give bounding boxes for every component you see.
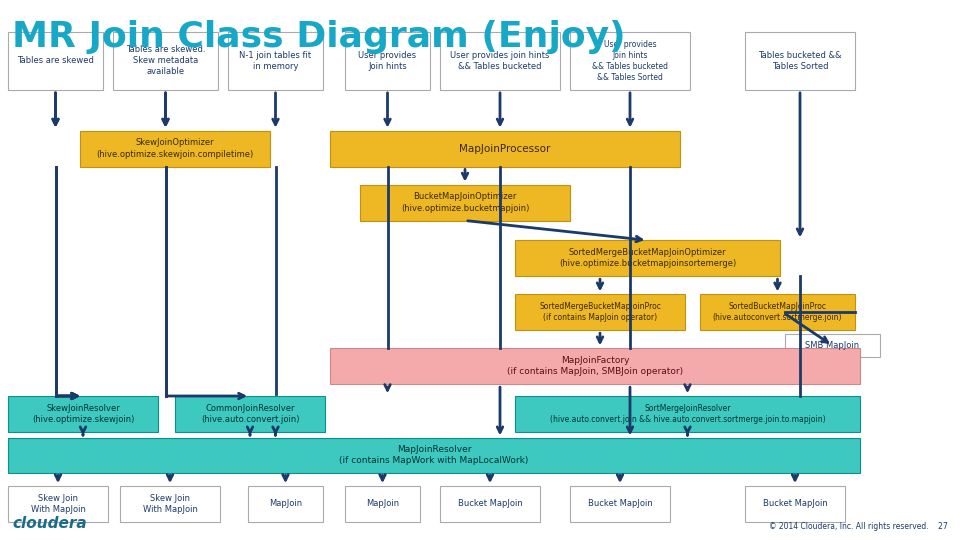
Text: MR Join Class Diagram (Enjoy): MR Join Class Diagram (Enjoy): [12, 20, 626, 54]
FancyBboxPatch shape: [515, 396, 860, 432]
Text: MapJoinFactory
(if contains MapJoin, SMBJoin operator): MapJoinFactory (if contains MapJoin, SMB…: [507, 356, 684, 376]
Text: Tables are skewed.
Skew metadata
available: Tables are skewed. Skew metadata availab…: [126, 45, 205, 76]
Text: MapJoinProcessor: MapJoinProcessor: [459, 144, 551, 153]
Text: Skew Join
With MapJoin: Skew Join With MapJoin: [143, 494, 198, 514]
FancyBboxPatch shape: [515, 294, 685, 330]
FancyBboxPatch shape: [330, 131, 680, 166]
FancyBboxPatch shape: [785, 334, 880, 357]
Text: SortedMergeBucketMapJoinProc
(if contains MapJoin operator): SortedMergeBucketMapJoinProc (if contain…: [540, 302, 660, 322]
Text: Bucket MapJoin: Bucket MapJoin: [762, 500, 828, 509]
Text: Bucket MapJoin: Bucket MapJoin: [458, 500, 522, 509]
FancyBboxPatch shape: [8, 396, 158, 432]
Text: SkewJoinResolver
(hive.optimize.skewjoin): SkewJoinResolver (hive.optimize.skewjoin…: [32, 404, 134, 424]
Text: SkewJoinOptimizer
(hive.optimize.skewjoin.compiletime): SkewJoinOptimizer (hive.optimize.skewjoi…: [96, 138, 253, 159]
FancyBboxPatch shape: [440, 486, 540, 522]
FancyBboxPatch shape: [8, 31, 103, 90]
Text: User provides
Join hints: User provides Join hints: [358, 51, 417, 71]
FancyBboxPatch shape: [8, 438, 860, 472]
Text: © 2014 Cloudera, Inc. All rights reserved.    27: © 2014 Cloudera, Inc. All rights reserve…: [769, 522, 948, 531]
Text: Skew Join
With MapJoin: Skew Join With MapJoin: [31, 494, 85, 514]
Text: Bucket MapJoin: Bucket MapJoin: [588, 500, 653, 509]
Text: SMB MapJoin: SMB MapJoin: [805, 341, 859, 350]
Text: cloudera: cloudera: [12, 516, 86, 531]
FancyBboxPatch shape: [248, 486, 323, 522]
FancyBboxPatch shape: [345, 31, 430, 90]
Text: User provides
Join hints
&& Tables bucketed
&& Tables Sorted: User provides Join hints && Tables bucke…: [592, 39, 668, 82]
FancyBboxPatch shape: [515, 240, 780, 276]
Text: MapJoinResolver
(if contains MapWork with MapLocalWork): MapJoinResolver (if contains MapWork wit…: [339, 446, 529, 465]
Text: Tables bucketed &&
Tables Sorted: Tables bucketed && Tables Sorted: [758, 51, 842, 71]
FancyBboxPatch shape: [570, 31, 690, 90]
FancyBboxPatch shape: [570, 486, 670, 522]
Text: User provides join hints
&& Tables bucketed: User provides join hints && Tables bucke…: [450, 51, 550, 71]
Text: SortedBucketMapJoinProc
(hive.autoconvert.sortmerge.join): SortedBucketMapJoinProc (hive.autoconver…: [712, 302, 842, 322]
FancyBboxPatch shape: [175, 396, 325, 432]
FancyBboxPatch shape: [330, 348, 860, 384]
FancyBboxPatch shape: [345, 486, 420, 522]
FancyBboxPatch shape: [228, 31, 323, 90]
FancyBboxPatch shape: [80, 131, 270, 166]
Text: MapJoin: MapJoin: [269, 500, 302, 509]
FancyBboxPatch shape: [360, 185, 570, 220]
Text: Tables are skewed: Tables are skewed: [17, 56, 94, 65]
Text: SortMergeJoinResolver
(hive.auto.convert.join && hive.auto.convert.sortmerge.joi: SortMergeJoinResolver (hive.auto.convert…: [550, 404, 826, 424]
FancyBboxPatch shape: [120, 486, 220, 522]
FancyBboxPatch shape: [113, 31, 218, 90]
FancyBboxPatch shape: [745, 486, 845, 522]
FancyBboxPatch shape: [700, 294, 855, 330]
Text: N-1 join tables fit
in memory: N-1 join tables fit in memory: [239, 51, 312, 71]
FancyBboxPatch shape: [440, 31, 560, 90]
FancyBboxPatch shape: [745, 31, 855, 90]
FancyBboxPatch shape: [8, 486, 108, 522]
Text: SortedMergeBucketMapJoinOptimizer
(hive.optimize.bucketmapjoinsortemerge): SortedMergeBucketMapJoinOptimizer (hive.…: [559, 248, 736, 268]
Text: CommonJoinResolver
(hive.auto.convert.join): CommonJoinResolver (hive.auto.convert.jo…: [201, 404, 300, 424]
Text: BucketMapJoinOptimizer
(hive.optimize.bucketmapjoin): BucketMapJoinOptimizer (hive.optimize.bu…: [401, 192, 529, 213]
Text: MapJoin: MapJoin: [366, 500, 399, 509]
